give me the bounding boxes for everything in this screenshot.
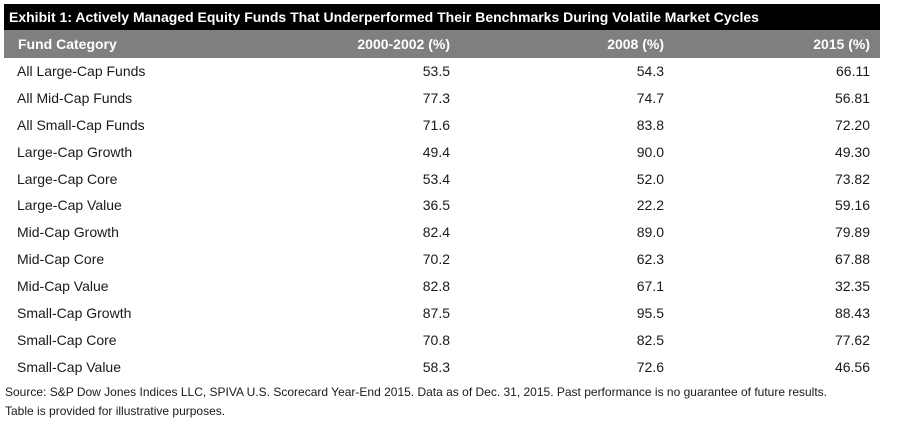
table-row: All Mid-Cap Funds 77.3 74.7 56.81 <box>4 85 880 112</box>
value-2000-2002-cell: 53.4 <box>422 170 450 187</box>
value-2008-cell: 74.7 <box>636 89 664 106</box>
value-2000-2002-cell: 70.2 <box>422 251 450 268</box>
table-row: Large-Cap Growth 49.4 90.0 49.30 <box>4 139 880 166</box>
value-2015-cell: 88.43 <box>834 305 870 322</box>
value-2008-cell: 22.2 <box>636 197 664 214</box>
fund-category-cell: Large-Cap Core <box>17 170 118 187</box>
value-2015-cell: 67.88 <box>834 251 870 268</box>
value-2008-cell: 72.6 <box>636 358 664 375</box>
value-2015-cell: 49.30 <box>834 143 870 160</box>
value-2000-2002-cell: 71.6 <box>422 116 450 133</box>
table-row: Small-Cap Value 58.3 72.6 46.56 <box>4 354 880 381</box>
value-2000-2002-cell: 36.5 <box>422 197 450 214</box>
value-2015-cell: 66.11 <box>836 63 870 79</box>
value-2000-2002-cell: 53.5 <box>422 63 450 79</box>
table-header-row: Fund Category 2000-2002 (%) 2008 (%) 201… <box>4 30 880 58</box>
value-2015-cell: 46.56 <box>834 358 870 375</box>
table-row: Mid-Cap Core 70.2 62.3 67.88 <box>4 246 880 273</box>
header-2008: 2008 (%) <box>607 36 664 52</box>
value-2015-cell: 72.20 <box>834 116 870 133</box>
source-line: Source: S&P Dow Jones Indices LLC, SPIVA… <box>5 384 828 399</box>
value-2015-cell: 56.81 <box>834 89 870 106</box>
fund-category-cell: All Small-Cap Funds <box>17 116 145 133</box>
fund-category-cell: Mid-Cap Growth <box>17 224 119 241</box>
fund-category-cell: All Large-Cap Funds <box>17 63 146 79</box>
exhibit-title: Exhibit 1: Actively Managed Equity Funds… <box>4 4 880 30</box>
value-2008-cell: 89.0 <box>636 224 664 241</box>
value-2015-cell: 32.35 <box>834 278 870 295</box>
fund-category-cell: Small-Cap Value <box>17 358 122 375</box>
fund-category-cell: Large-Cap Value <box>17 197 122 214</box>
fund-category-cell: Mid-Cap Value <box>17 278 109 295</box>
value-2015-cell: 73.82 <box>834 170 870 187</box>
value-2000-2002-cell: 77.3 <box>422 89 450 106</box>
value-2015-cell: 59.16 <box>834 197 870 214</box>
table-row: Large-Cap Value 36.5 22.2 59.16 <box>4 192 880 219</box>
table-row: Small-Cap Growth 87.5 95.5 88.43 <box>4 300 880 327</box>
header-2015: 2015 (%) <box>813 36 870 52</box>
value-2008-cell: 54.3 <box>636 63 664 79</box>
value-2008-cell: 90.0 <box>636 143 664 160</box>
value-2000-2002-cell: 82.4 <box>422 224 450 241</box>
value-2008-cell: 62.3 <box>636 251 664 268</box>
fund-category-cell: Large-Cap Growth <box>17 143 133 160</box>
value-2008-cell: 82.5 <box>636 331 664 348</box>
table-body: All Large-Cap Funds 53.5 54.3 66.11 All … <box>4 58 880 381</box>
header-fund-category: Fund Category <box>18 36 117 52</box>
disclaimer-line: Table is provided for illustrative purpo… <box>5 403 226 418</box>
source-note: Source: S&P Dow Jones Indices LLC, SPIVA… <box>4 383 880 421</box>
table-row: Large-Cap Core 53.4 52.0 73.82 <box>4 166 880 193</box>
fund-category-cell: Small-Cap Growth <box>17 305 132 322</box>
table-row: All Small-Cap Funds 71.6 83.8 72.20 <box>4 112 880 139</box>
value-2000-2002-cell: 82.8 <box>422 278 450 295</box>
value-2015-cell: 79.89 <box>834 224 870 241</box>
value-2000-2002-cell: 58.3 <box>422 358 450 375</box>
exhibit-table: Exhibit 1: Actively Managed Equity Funds… <box>4 4 880 421</box>
table-row: Mid-Cap Growth 82.4 89.0 79.89 <box>4 219 880 246</box>
value-2015-cell: 77.62 <box>834 331 870 348</box>
table-row: Mid-Cap Value 82.8 67.1 32.35 <box>4 273 880 300</box>
fund-category-cell: Mid-Cap Core <box>17 251 105 268</box>
header-2000-2002: 2000-2002 (%) <box>357 36 450 52</box>
value-2008-cell: 67.1 <box>636 278 664 295</box>
value-2008-cell: 95.5 <box>636 305 664 322</box>
table-row: All Large-Cap Funds 53.5 54.3 66.11 <box>4 58 880 85</box>
fund-category-cell: Small-Cap Core <box>17 331 117 348</box>
fund-category-cell: All Mid-Cap Funds <box>17 89 133 106</box>
value-2008-cell: 52.0 <box>636 170 664 187</box>
table-row: Small-Cap Core 70.8 82.5 77.62 <box>4 327 880 354</box>
value-2000-2002-cell: 70.8 <box>422 331 450 348</box>
value-2000-2002-cell: 87.5 <box>422 305 450 322</box>
value-2008-cell: 83.8 <box>636 116 664 133</box>
value-2000-2002-cell: 49.4 <box>422 143 450 160</box>
